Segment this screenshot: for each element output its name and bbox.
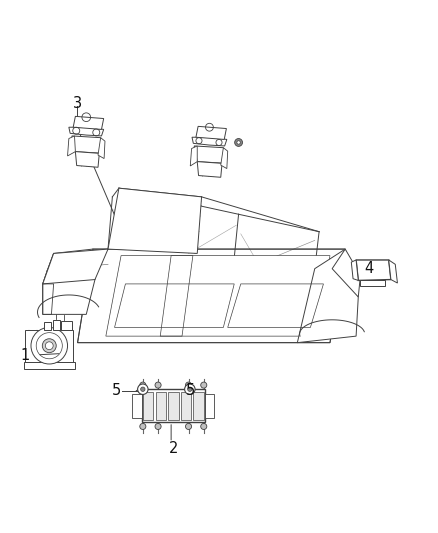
Circle shape: [31, 327, 67, 364]
Circle shape: [235, 139, 243, 147]
Polygon shape: [25, 329, 73, 362]
Polygon shape: [44, 322, 51, 329]
Polygon shape: [190, 146, 197, 166]
Polygon shape: [193, 392, 204, 420]
Polygon shape: [72, 136, 104, 154]
Polygon shape: [205, 394, 215, 418]
Circle shape: [46, 342, 53, 350]
Polygon shape: [192, 137, 227, 146]
Polygon shape: [108, 188, 201, 254]
Polygon shape: [196, 126, 226, 140]
Text: 1: 1: [21, 348, 30, 363]
Polygon shape: [332, 249, 360, 297]
Polygon shape: [297, 249, 358, 343]
Polygon shape: [78, 249, 345, 343]
Polygon shape: [168, 392, 179, 420]
Polygon shape: [360, 280, 385, 286]
Text: 2: 2: [169, 441, 178, 456]
Polygon shape: [194, 146, 226, 163]
Circle shape: [140, 382, 146, 388]
Polygon shape: [356, 260, 391, 280]
Circle shape: [138, 384, 148, 394]
Circle shape: [185, 423, 191, 430]
Polygon shape: [143, 392, 153, 420]
Polygon shape: [142, 390, 205, 422]
Circle shape: [237, 141, 240, 144]
Polygon shape: [43, 249, 95, 314]
Polygon shape: [67, 136, 75, 156]
Polygon shape: [75, 151, 99, 167]
Polygon shape: [98, 138, 105, 158]
Polygon shape: [389, 260, 397, 283]
Polygon shape: [106, 256, 330, 336]
Polygon shape: [155, 392, 166, 420]
Circle shape: [185, 382, 191, 388]
Circle shape: [201, 382, 207, 388]
Polygon shape: [197, 161, 222, 177]
Circle shape: [201, 423, 207, 430]
Polygon shape: [351, 260, 358, 280]
Text: 5: 5: [186, 383, 195, 398]
Polygon shape: [24, 362, 74, 369]
Circle shape: [155, 382, 161, 388]
Text: 5: 5: [112, 383, 121, 398]
Polygon shape: [61, 321, 72, 329]
Circle shape: [42, 339, 56, 353]
Polygon shape: [180, 392, 191, 420]
Polygon shape: [132, 394, 142, 418]
Polygon shape: [53, 320, 60, 329]
Polygon shape: [221, 148, 228, 168]
Circle shape: [185, 384, 195, 394]
Polygon shape: [43, 249, 108, 284]
Circle shape: [155, 423, 161, 430]
Circle shape: [187, 387, 192, 391]
Text: 4: 4: [364, 261, 374, 276]
Circle shape: [140, 423, 146, 430]
Polygon shape: [69, 127, 104, 136]
Text: 3: 3: [73, 96, 82, 111]
Circle shape: [141, 387, 145, 391]
Polygon shape: [73, 116, 104, 130]
